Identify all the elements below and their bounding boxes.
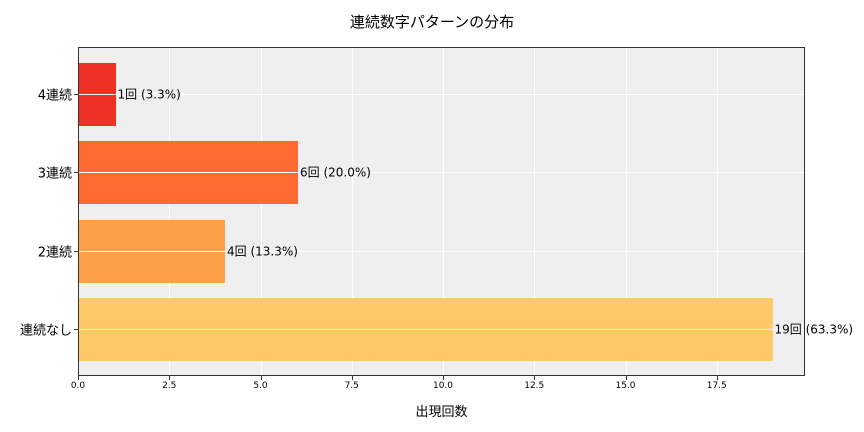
- x-tick-mark: [169, 376, 171, 380]
- y-tick-label: 連続なし: [19, 323, 72, 339]
- x-tick-label: 15.0: [615, 381, 636, 391]
- x-tick-label: 0.0: [70, 381, 86, 391]
- x-gridline: [443, 48, 444, 375]
- chart-title: 連続数字パターンの分布: [349, 13, 515, 31]
- x-tick-mark: [625, 376, 627, 380]
- y-tick-mark: [74, 172, 78, 173]
- plot-area: [78, 47, 805, 376]
- x-tick-mark: [716, 376, 718, 380]
- x-tick-label: 12.5: [524, 381, 545, 391]
- y-tick-mark: [74, 329, 78, 330]
- x-axis-label: 出現回数: [415, 405, 468, 420]
- y-gridline: [79, 329, 804, 330]
- bar-value-label: 19回 (63.3%): [774, 322, 854, 337]
- bar-value-label: 1回 (3.3%): [117, 87, 181, 102]
- x-gridline: [716, 48, 718, 375]
- y-tick-label: 2連続: [37, 245, 72, 261]
- x-tick-mark: [78, 376, 79, 380]
- x-tick-mark: [443, 376, 444, 380]
- y-tick-mark: [74, 251, 78, 252]
- x-tick-mark: [351, 376, 353, 380]
- x-tick-label: 5.0: [253, 381, 268, 391]
- x-tick-label: 7.5: [344, 381, 359, 391]
- y-gridline: [79, 94, 804, 95]
- x-tick-label: 2.5: [162, 381, 177, 391]
- y-gridline: [79, 172, 804, 173]
- x-gridline: [260, 48, 262, 375]
- x-tick-label: 10.0: [432, 381, 454, 391]
- y-tick-mark: [74, 94, 78, 95]
- bar-value-label: 6回 (20.0%): [300, 165, 371, 180]
- y-tick-label: 4連続: [37, 88, 72, 104]
- x-gridline: [534, 48, 536, 375]
- x-gridline: [351, 48, 353, 375]
- y-gridline: [79, 251, 804, 252]
- x-gridline: [625, 48, 627, 375]
- x-tick-label: 17.5: [706, 381, 727, 391]
- bar-value-label: 4回 (13.3%): [227, 244, 298, 259]
- x-tick-mark: [534, 376, 536, 380]
- y-tick-label: 3連続: [37, 166, 72, 182]
- x-gridline: [169, 48, 171, 375]
- x-tick-mark: [260, 376, 262, 380]
